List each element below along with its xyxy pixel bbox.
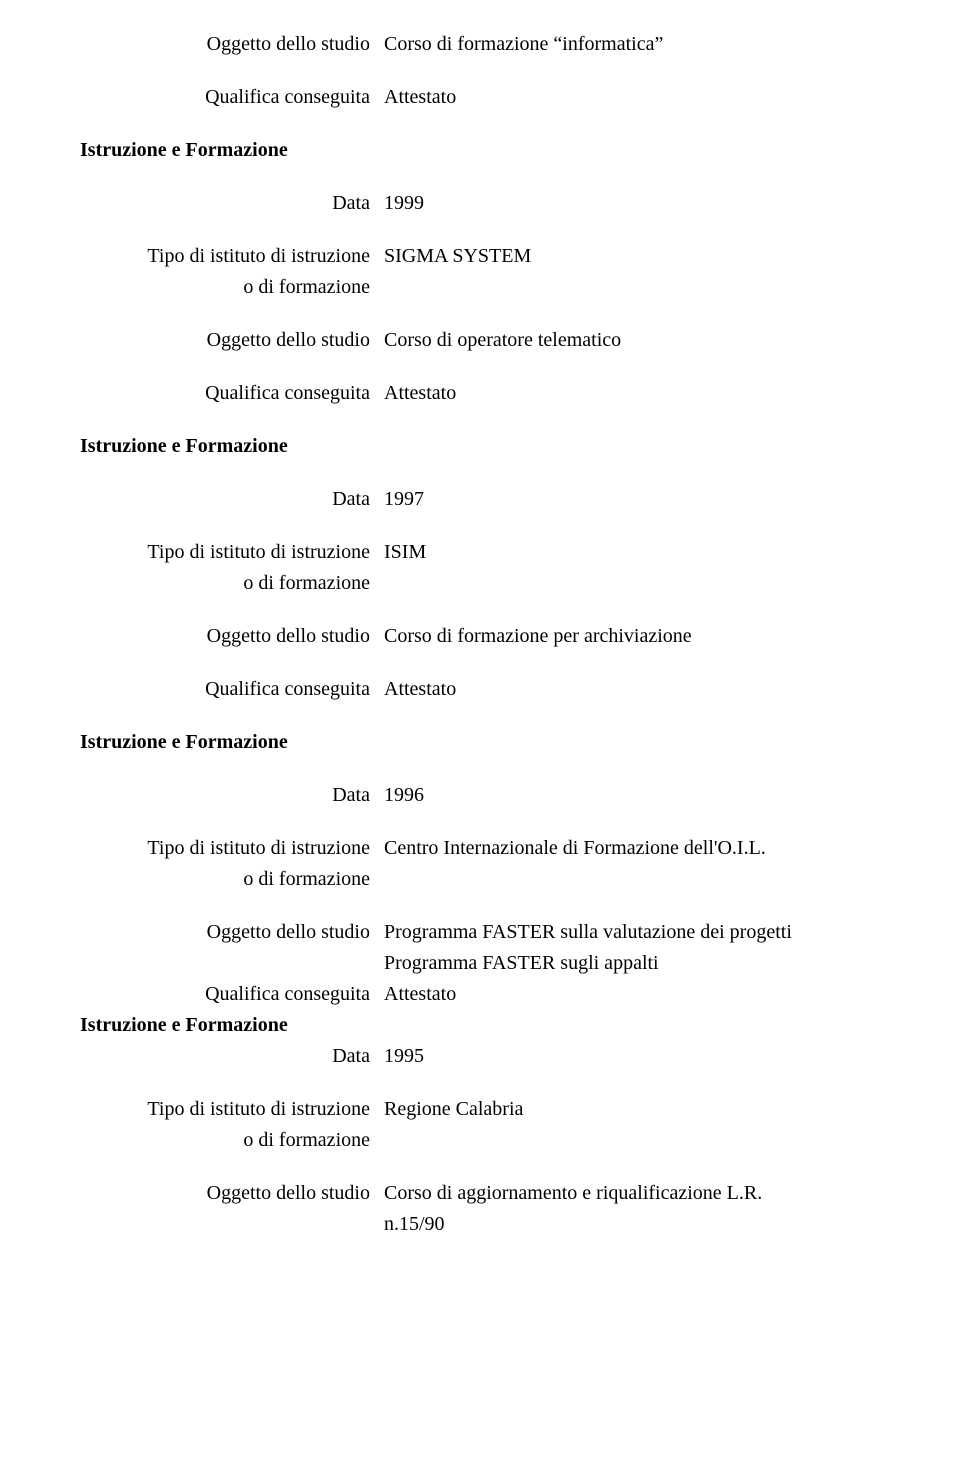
institution-sub-label: o di formazione — [40, 1126, 384, 1155]
education-section-title: Istruzione e Formazione — [40, 432, 288, 461]
institution-value: SIGMA SYSTEM — [384, 242, 920, 271]
study-subject-row: Oggetto dello studio Corso di formazione… — [40, 622, 920, 651]
institution-label: Tipo di istituto di istruzione — [40, 242, 384, 271]
institution-row: Tipo di istituto di istruzione SIGMA SYS… — [40, 242, 920, 271]
study-subject-value: Corso di formazione “informatica” — [384, 30, 920, 59]
education-section-header: Istruzione e Formazione — [40, 432, 920, 461]
study-subject-row-line2: Programma FASTER sugli appalti — [40, 949, 920, 978]
date-row: Data 1997 — [40, 485, 920, 514]
institution-label: Tipo di istituto di istruzione — [40, 834, 384, 863]
institution-sub-row: o di formazione — [40, 569, 920, 598]
study-subject-label: Oggetto dello studio — [40, 622, 384, 651]
qualification-label: Qualifica conseguita — [40, 83, 384, 112]
date-row: Data 1996 — [40, 781, 920, 810]
institution-value: Centro Internazionale di Formazione dell… — [384, 834, 920, 863]
study-subject-value: Programma FASTER sulla valutazione dei p… — [384, 918, 920, 947]
institution-sub-row: o di formazione — [40, 865, 920, 894]
institution-value: Regione Calabria — [384, 1095, 920, 1124]
date-label: Data — [40, 189, 384, 218]
study-subject-label: Oggetto dello studio — [40, 1179, 384, 1208]
date-label: Data — [40, 1042, 384, 1071]
institution-row: Tipo di istituto di istruzione Regione C… — [40, 1095, 920, 1124]
date-value: 1996 — [384, 781, 920, 810]
qualification-label: Qualifica conseguita — [40, 379, 384, 408]
study-subject-label: Oggetto dello studio — [40, 918, 384, 947]
study-subject-value: Corso di operatore telematico — [384, 326, 920, 355]
study-subject-value: Corso di formazione per archiviazione — [384, 622, 920, 651]
study-subject-value-line2: n.15/90 — [384, 1210, 920, 1239]
education-section-title: Istruzione e Formazione — [40, 136, 288, 165]
study-subject-value-line2: Programma FASTER sugli appalti — [384, 949, 920, 978]
institution-row: Tipo di istituto di istruzione Centro In… — [40, 834, 920, 863]
qualification-value: Attestato — [384, 675, 920, 704]
study-subject-label: Oggetto dello studio — [40, 326, 384, 355]
institution-sub-row: o di formazione — [40, 1126, 920, 1155]
institution-label: Tipo di istituto di istruzione — [40, 538, 384, 567]
qualification-row: Qualifica conseguita Attestato — [40, 980, 920, 1009]
study-subject-row: Oggetto dello studio Corso di aggiorname… — [40, 1179, 920, 1208]
education-section-header: Istruzione e Formazione — [40, 728, 920, 757]
qualification-value: Attestato — [384, 83, 920, 112]
qualification-row: Qualifica conseguita Attestato — [40, 83, 920, 112]
institution-sub-label: o di formazione — [40, 865, 384, 894]
date-label: Data — [40, 485, 384, 514]
date-row: Data 1995 — [40, 1042, 920, 1071]
institution-sub-label: o di formazione — [40, 569, 384, 598]
institution-sub-label: o di formazione — [40, 273, 384, 302]
qualification-label: Qualifica conseguita — [40, 980, 384, 1009]
date-value: 1997 — [384, 485, 920, 514]
institution-sub-row: o di formazione — [40, 273, 920, 302]
date-label: Data — [40, 781, 384, 810]
qualification-value: Attestato — [384, 980, 920, 1009]
institution-label: Tipo di istituto di istruzione — [40, 1095, 384, 1124]
study-subject-row: Oggetto dello studio Corso di formazione… — [40, 30, 920, 59]
study-subject-row: Oggetto dello studio Corso di operatore … — [40, 326, 920, 355]
education-section-header: Istruzione e Formazione — [40, 136, 920, 165]
qualification-value: Attestato — [384, 379, 920, 408]
institution-row: Tipo di istituto di istruzione ISIM — [40, 538, 920, 567]
study-subject-row: Oggetto dello studio Programma FASTER su… — [40, 918, 920, 947]
institution-value: ISIM — [384, 538, 920, 567]
date-value: 1999 — [384, 189, 920, 218]
qualification-row: Qualifica conseguita Attestato — [40, 675, 920, 704]
study-subject-row-line2: n.15/90 — [40, 1210, 920, 1239]
date-value: 1995 — [384, 1042, 920, 1071]
qualification-row: Qualifica conseguita Attestato — [40, 379, 920, 408]
date-row: Data 1999 — [40, 189, 920, 218]
study-subject-value: Corso di aggiornamento e riqualificazion… — [384, 1179, 920, 1208]
study-subject-label: Oggetto dello studio — [40, 30, 384, 59]
qualification-label: Qualifica conseguita — [40, 675, 384, 704]
education-section-title: Istruzione e Formazione — [40, 1011, 424, 1040]
education-section-title: Istruzione e Formazione — [40, 728, 288, 757]
education-section-header-inline: Istruzione e Formazione — [40, 1011, 920, 1040]
